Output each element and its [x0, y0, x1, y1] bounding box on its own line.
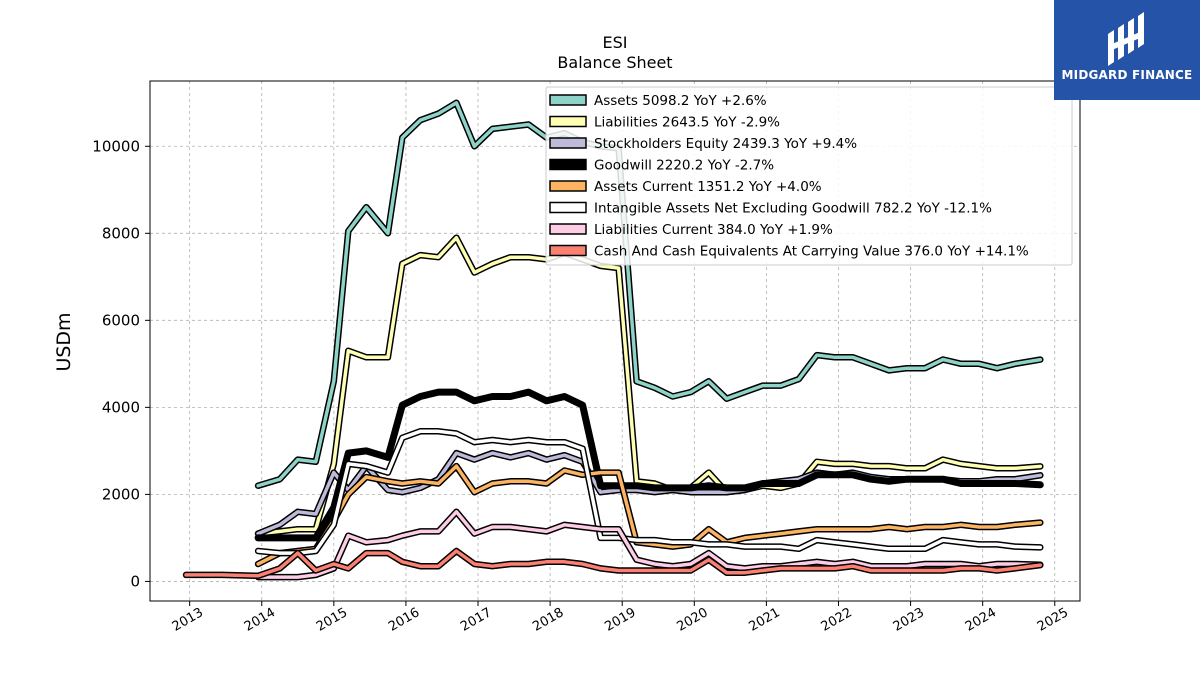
legend-swatch [549, 201, 587, 214]
legend-swatch [549, 244, 587, 257]
legend-swatch [549, 137, 587, 149]
chart-title: ESI [603, 33, 628, 52]
legend-box [545, 86, 1073, 266]
x-tick-label: 2021 [747, 605, 783, 635]
series-line-0 [256, 101, 1043, 488]
y-axis-label: USDm [53, 312, 75, 371]
legend-entry-label: Assets 5098.2 YoY +2.6% [594, 93, 767, 109]
legend-swatch [549, 94, 587, 106]
chart-subtitle: Balance Sheet [557, 53, 672, 72]
x-tick-label: 2023 [891, 605, 927, 635]
y-tick-label: 0 [130, 572, 140, 590]
legend-entry-label: Goodwill 2220.2 YoY -2.7% [594, 158, 774, 174]
legend-entry-label: Intangible Assets Net Excluding Goodwill… [594, 201, 992, 217]
legend-entry-label: Liabilities 2643.5 YoY -2.9% [594, 115, 780, 131]
x-tick-label: 2013 [170, 605, 206, 635]
x-tick-label: 2018 [530, 605, 566, 635]
series-lines [182, 99, 1044, 581]
legend-swatch [549, 180, 587, 192]
y-tick-label: 2000 [102, 485, 140, 503]
y-tick-label: 10000 [92, 137, 140, 155]
legend-swatch [549, 223, 587, 235]
legend: Assets 5098.2 YoY +2.6% Liabilities 2643.… [545, 86, 1073, 266]
logo-text: MIDGARD FINANCE [1061, 68, 1193, 82]
legend-entry-label: Liabilities Current 384.0 YoY +1.9% [594, 222, 833, 238]
y-tick-label: 4000 [102, 398, 140, 416]
midgard-finance-logo-icon [1108, 12, 1144, 66]
series-line-7 [184, 549, 1043, 578]
x-tick-label: 2025 [1035, 605, 1071, 635]
x-tick-label: 2014 [242, 605, 278, 635]
x-tick-label: 2022 [819, 605, 855, 635]
legend-entry-label: Stockholders Equity 2439.3 YoY +9.4% [594, 136, 857, 152]
y-tick-label: 8000 [102, 224, 140, 242]
x-tick-label: 2020 [674, 605, 710, 635]
x-tick-label: 2024 [963, 605, 999, 635]
series-line-1 [256, 235, 1043, 536]
x-tick-label: 2015 [314, 605, 350, 635]
y-tick-label: 6000 [102, 311, 140, 329]
legend-entry-label: Assets Current 1351.2 YoY +4.0% [594, 179, 822, 195]
midgard-finance-logo: MIDGARD FINANCE [1054, 0, 1200, 100]
x-tick-label: 2017 [458, 605, 494, 635]
legend-swatch [549, 158, 587, 171]
plot-frame [149, 80, 1081, 602]
legend-entry-label: Cash And Cash Equivalents At Carrying Va… [594, 244, 1029, 260]
series-line-6 [256, 510, 1043, 579]
legend-swatch [549, 115, 587, 128]
series-line-outline-3 [254, 388, 1044, 542]
x-tick-label: 2016 [386, 605, 422, 635]
series-line-5 [256, 429, 1043, 555]
x-tick-label: 2019 [602, 605, 638, 635]
